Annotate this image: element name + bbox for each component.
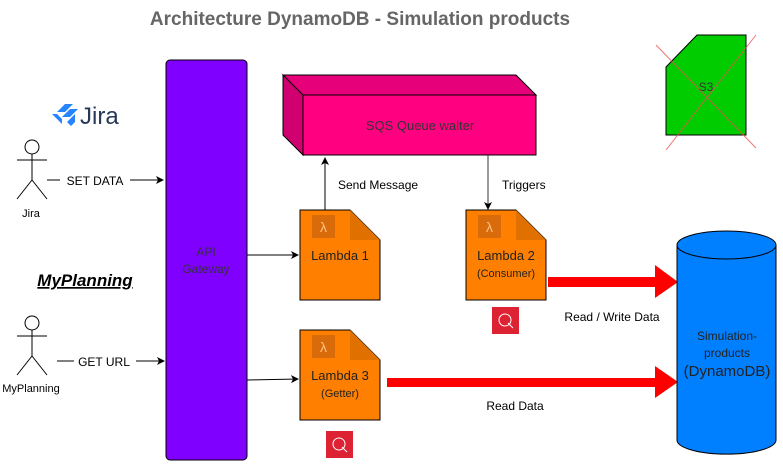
svg-text:λ: λ bbox=[486, 219, 493, 235]
svg-text:λ: λ bbox=[320, 339, 327, 355]
get-url-label: GET URL bbox=[78, 355, 130, 369]
sqs-queue-label: SQS Queue walter bbox=[366, 118, 475, 133]
send-message-label: Send Message bbox=[338, 178, 418, 192]
secrets-manager-icon bbox=[492, 307, 519, 334]
api-gateway-label-1: API bbox=[196, 245, 215, 259]
read-write-arrow bbox=[548, 265, 678, 298]
s3-cross-icon bbox=[655, 44, 757, 149]
gateway-to-lambda3-arrow bbox=[246, 375, 299, 384]
actor-myplanning-label: MyPlanning bbox=[2, 383, 59, 395]
triggers-label: Triggers bbox=[502, 178, 546, 192]
sqs-queue[interactable] bbox=[281, 73, 538, 157]
api-gateway[interactable] bbox=[165, 59, 248, 461]
set-data-label: SET DATA bbox=[67, 174, 124, 188]
read-write-label: Read / Write Data bbox=[564, 310, 659, 324]
lambda-2-sub: (Consumer) bbox=[477, 268, 535, 280]
diagram-title: Architecture DynamoDB - Simulation produ… bbox=[150, 9, 570, 30]
actor-jira bbox=[16, 139, 48, 200]
dynamodb-label-3: (DynamoDB) bbox=[684, 363, 771, 380]
lambda-3[interactable]: λ Lambda 3 (Getter) bbox=[299, 329, 381, 421]
lambda-icon bbox=[312, 335, 335, 358]
svg-text:λ: λ bbox=[320, 219, 327, 235]
lambda-1-name: Lambda 1 bbox=[311, 248, 369, 263]
jira-logo: Jira bbox=[52, 103, 119, 130]
lambda-icon bbox=[478, 215, 501, 238]
actor-jira-label: Jira bbox=[22, 208, 41, 220]
myplanning-heading: MyPlanning bbox=[37, 271, 133, 290]
s3-bucket[interactable]: S3 bbox=[655, 34, 757, 151]
lambda-3-name: Lambda 3 bbox=[311, 368, 369, 383]
s3-label: S3 bbox=[699, 80, 714, 94]
secrets-manager-icon bbox=[326, 431, 353, 458]
lambda-1[interactable]: λ Lambda 1 bbox=[299, 209, 381, 301]
read-label: Read Data bbox=[486, 399, 544, 413]
lambda-icon bbox=[312, 215, 335, 238]
actor-myplanning bbox=[16, 315, 48, 376]
dynamodb-table[interactable]: Simulation- products (DynamoDB) bbox=[676, 230, 777, 455]
dynamodb-label-1: Simulation- bbox=[697, 329, 757, 343]
jira-logo-text: Jira bbox=[80, 103, 119, 130]
jira-logo-icon bbox=[52, 104, 78, 126]
lambda-2-name: Lambda 2 bbox=[477, 248, 535, 263]
read-arrow bbox=[387, 366, 678, 398]
dynamodb-label-2: products bbox=[704, 346, 750, 360]
api-gateway-label-2: Gateway bbox=[182, 262, 229, 276]
lambda-3-sub: (Getter) bbox=[321, 388, 359, 400]
lambda-2[interactable]: λ Lambda 2 (Consumer) bbox=[465, 209, 547, 301]
